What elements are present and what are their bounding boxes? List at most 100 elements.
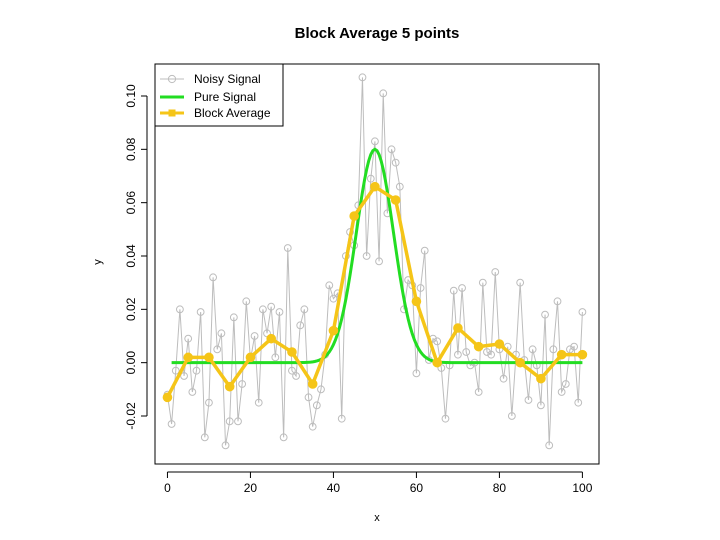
y-tick-label: 0.08 [124, 137, 138, 161]
noisy-signal-point [371, 137, 379, 146]
block-average-point [245, 352, 256, 363]
legend-noisy-label: Noisy Signal [194, 72, 261, 86]
noisy-signal-point [499, 374, 508, 383]
noisy-signal-point [180, 372, 188, 380]
legend-noisy-marker [167, 74, 177, 84]
block-average-point [349, 211, 359, 221]
x-tick-label: 40 [327, 481, 341, 495]
noisy-signal-point [238, 380, 247, 388]
noisy-signal-point [213, 345, 222, 354]
noisy-signal-point [553, 297, 562, 306]
noisy-signal-point [275, 308, 284, 316]
noisy-signal-point [234, 417, 242, 426]
noisy-signal-point [184, 334, 193, 343]
block-average-point [453, 323, 463, 333]
block-average-point [266, 333, 276, 344]
block-average-point [224, 381, 235, 392]
noisy-signal-point [304, 393, 313, 402]
noisy-signal-point [366, 174, 375, 183]
noisy-signal-point [258, 305, 267, 314]
noisy-signal-point [524, 396, 533, 404]
noisy-signal-point [395, 182, 404, 191]
y-axis-label: y [92, 259, 104, 265]
noisy-signal-point [225, 417, 234, 426]
x-tick-label: 60 [410, 481, 424, 495]
noisy-signal-point [358, 73, 367, 82]
noisy-signal-point [416, 284, 425, 292]
block-average-point [183, 352, 193, 363]
noisy-signal-point [483, 348, 491, 356]
x-tick-label: 0 [164, 481, 171, 495]
noisy-signal-point [312, 401, 321, 410]
noisy-signal-point [420, 246, 429, 255]
noisy-signal-point [474, 388, 483, 396]
block-average-point [577, 349, 588, 360]
noisy-signal-point [296, 321, 305, 330]
x-tick-label: 100 [572, 481, 592, 495]
noisy-signal-point [175, 305, 184, 314]
noisy-signal-point [229, 313, 238, 322]
noisy-signal-line [166, 77, 583, 446]
noisy-signal-point [561, 380, 570, 388]
block-average-point [328, 325, 339, 336]
noisy-signal-point [541, 310, 549, 319]
x-tick-label: 80 [493, 481, 507, 495]
noisy-signal-point [267, 302, 276, 311]
noisy-signal-point [487, 350, 496, 359]
noisy-signal-point [196, 308, 205, 316]
noisy-signal-point [254, 398, 263, 407]
noisy-signal-point [441, 414, 450, 423]
legend: Noisy Signal Pure Signal Block Average [154, 63, 284, 127]
noisy-signal-point [171, 366, 180, 375]
noisy-signal-point [325, 281, 334, 290]
y-axis: -0.02 0.00 0.02 0.04 0.06 0.08 0.10 [124, 84, 148, 430]
noisy-signal-point [557, 388, 566, 396]
noisy-signal-point [337, 414, 346, 423]
noisy-signal-point [537, 401, 545, 410]
block-average-point [473, 341, 484, 352]
pure-signal-line [171, 147, 583, 365]
noisy-signal-point [387, 145, 396, 154]
y-tick-label: 0.06 [124, 191, 138, 215]
noisy-signal-point [549, 345, 558, 354]
x-axis-label: x [374, 512, 380, 524]
y-tick-label: 0.02 [124, 297, 138, 321]
noisy-signal-point [454, 350, 462, 359]
noisy-signal-point [528, 345, 537, 354]
y-tick-label: 0.04 [124, 244, 138, 268]
noisy-signal-point [308, 422, 317, 431]
noisy-signal-point [279, 433, 288, 442]
noisy-signal-point [507, 412, 516, 420]
x-axis: 0 20 40 60 80 100 [164, 471, 593, 495]
noisy-signal-point [391, 158, 400, 167]
noisy-signal-point [242, 297, 251, 306]
y-tick-label: -0.02 [124, 402, 138, 430]
x-tick-label: 20 [244, 481, 258, 495]
series-noisy-signal [163, 73, 587, 450]
noisy-signal-point [462, 348, 471, 356]
noisy-signal-point [362, 252, 371, 260]
noisy-signal-point [375, 257, 383, 266]
block-average-point [515, 357, 525, 368]
noisy-signal-point [516, 278, 525, 287]
noisy-signal-point [288, 366, 296, 375]
block-average-point [432, 357, 442, 368]
legend-block-marker [168, 109, 176, 117]
noisy-signal-point [458, 284, 466, 292]
noisy-signal-point [283, 244, 292, 252]
noisy-signal-point [300, 305, 309, 314]
noisy-signal-point [449, 286, 458, 295]
block-average-point [390, 195, 401, 205]
noisy-signal-point [167, 420, 176, 428]
series-block-average [162, 181, 588, 403]
noisy-signal-point [574, 398, 583, 407]
noisy-signal-point [317, 385, 325, 394]
block-average-point [556, 349, 567, 360]
block-average-point [162, 392, 173, 403]
block-average-point [494, 339, 505, 349]
noisy-signal-point [192, 366, 201, 375]
noisy-signal-point [433, 337, 442, 346]
noisy-signal-point [379, 89, 388, 98]
block-average-point [370, 181, 380, 192]
